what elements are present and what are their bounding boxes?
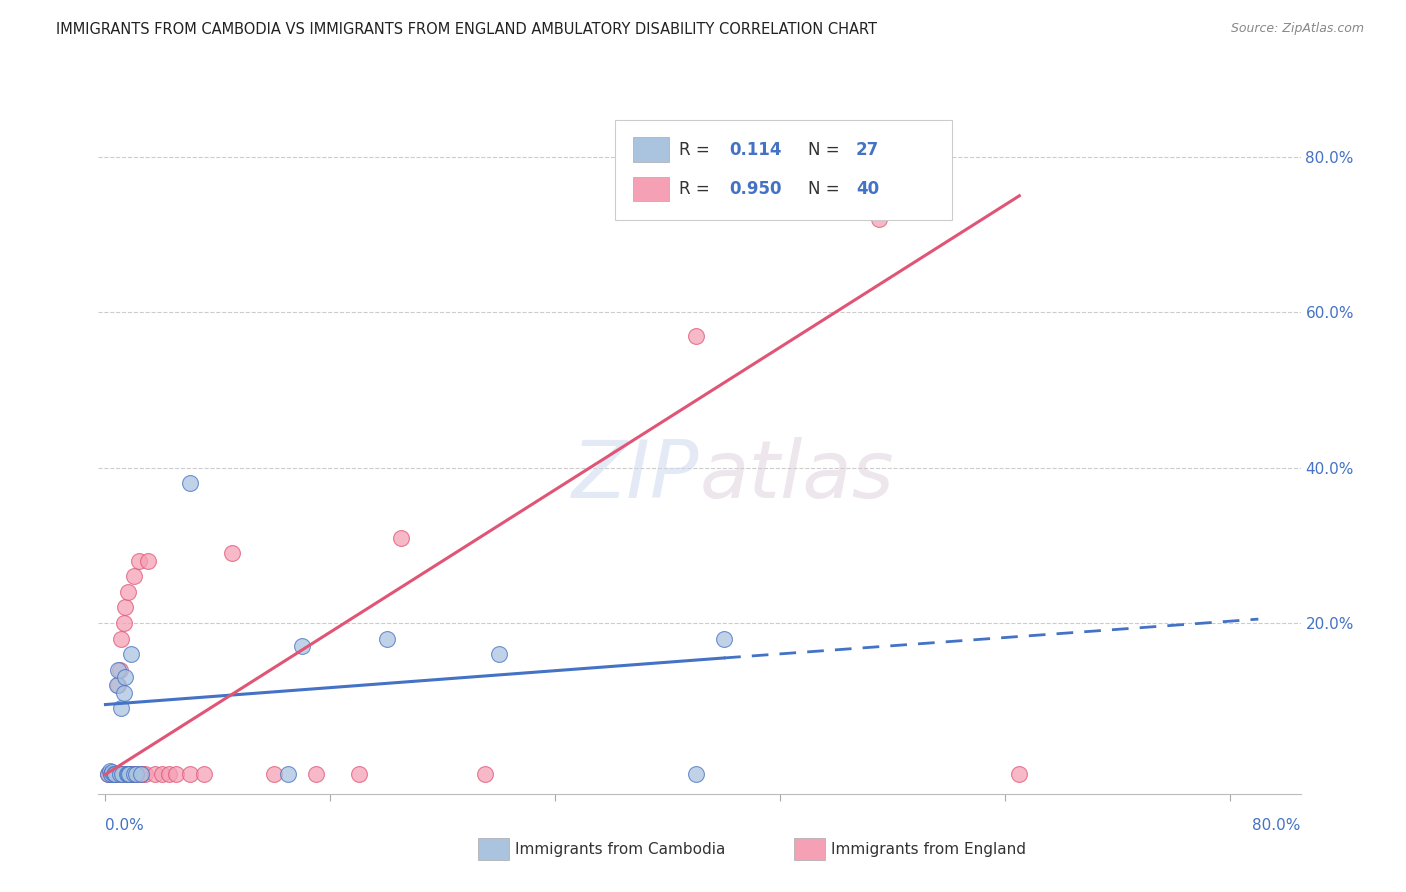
Point <box>97 767 120 781</box>
Point <box>1008 767 1031 781</box>
Point <box>120 767 142 781</box>
Point <box>277 767 299 781</box>
Point <box>125 767 148 781</box>
Text: R =: R = <box>679 141 716 159</box>
Point <box>685 328 707 343</box>
Point <box>100 767 122 781</box>
Point <box>713 632 735 646</box>
Point <box>104 767 127 781</box>
Point <box>121 767 143 781</box>
Point <box>120 647 142 661</box>
Point <box>110 701 132 715</box>
Point <box>118 767 141 781</box>
Point <box>101 765 124 780</box>
Point <box>107 678 129 692</box>
Bar <box>633 137 669 162</box>
Point <box>108 663 131 677</box>
Point <box>150 767 173 781</box>
Text: 40: 40 <box>856 180 879 198</box>
Point <box>157 767 180 781</box>
Point <box>129 767 152 781</box>
Text: 27: 27 <box>856 141 879 159</box>
Point <box>101 767 124 781</box>
Point <box>193 767 215 781</box>
Point <box>108 767 131 781</box>
Point <box>179 767 201 781</box>
FancyBboxPatch shape <box>616 120 952 220</box>
Point <box>179 476 201 491</box>
Point <box>100 767 122 781</box>
Point <box>103 767 125 781</box>
Point <box>107 663 129 677</box>
Text: 0.0%: 0.0% <box>105 818 145 832</box>
Point <box>347 767 370 781</box>
Point <box>103 767 125 781</box>
Point <box>114 670 136 684</box>
Point <box>868 212 890 227</box>
Point <box>685 767 707 781</box>
Point <box>115 767 138 781</box>
Point <box>98 764 121 778</box>
Text: R =: R = <box>679 180 716 198</box>
Text: IMMIGRANTS FROM CAMBODIA VS IMMIGRANTS FROM ENGLAND AMBULATORY DISABILITY CORREL: IMMIGRANTS FROM CAMBODIA VS IMMIGRANTS F… <box>56 22 877 37</box>
Point <box>375 632 398 646</box>
Point <box>134 767 156 781</box>
Point <box>128 554 150 568</box>
Text: ZIP: ZIP <box>572 437 700 515</box>
Text: atlas: atlas <box>700 437 894 515</box>
Point <box>118 767 141 781</box>
Text: N =: N = <box>807 180 845 198</box>
Text: 0.114: 0.114 <box>730 141 782 159</box>
Point <box>474 767 496 781</box>
Point <box>105 678 128 692</box>
Point <box>110 632 132 646</box>
Point <box>136 554 159 568</box>
Point <box>117 585 139 599</box>
Text: Immigrants from Cambodia: Immigrants from Cambodia <box>515 842 725 856</box>
Point <box>122 767 145 781</box>
Text: N =: N = <box>807 141 845 159</box>
Point <box>112 686 135 700</box>
Point <box>263 767 285 781</box>
Point <box>221 546 243 560</box>
Point <box>305 767 328 781</box>
Point <box>117 767 139 781</box>
Point <box>165 767 187 781</box>
Point <box>389 531 412 545</box>
Text: Immigrants from England: Immigrants from England <box>831 842 1026 856</box>
Point <box>115 767 138 781</box>
Point <box>105 767 128 781</box>
Point <box>143 767 166 781</box>
Point <box>291 640 314 654</box>
Bar <box>633 177 669 202</box>
Point <box>125 767 148 781</box>
Point <box>112 615 135 630</box>
Point <box>114 600 136 615</box>
Point <box>111 767 134 781</box>
Point <box>97 767 120 781</box>
Point <box>111 767 134 781</box>
Text: Source: ZipAtlas.com: Source: ZipAtlas.com <box>1230 22 1364 36</box>
Text: 80.0%: 80.0% <box>1253 818 1301 832</box>
Point <box>488 647 510 661</box>
Point <box>104 767 127 781</box>
Point <box>98 767 121 781</box>
Text: 0.950: 0.950 <box>730 180 782 198</box>
Point <box>129 767 152 781</box>
Point <box>122 569 145 583</box>
Point <box>131 767 153 781</box>
